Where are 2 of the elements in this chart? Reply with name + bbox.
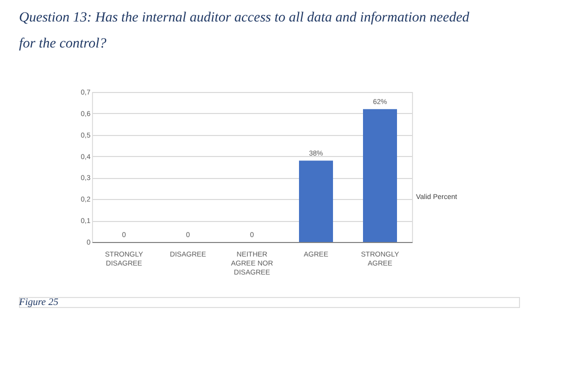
chart-title: Question 13: Has the internal auditor access to all data and information needed for the control?: [19, 10, 470, 52]
caption: Figure 25: [18, 297, 58, 308]
